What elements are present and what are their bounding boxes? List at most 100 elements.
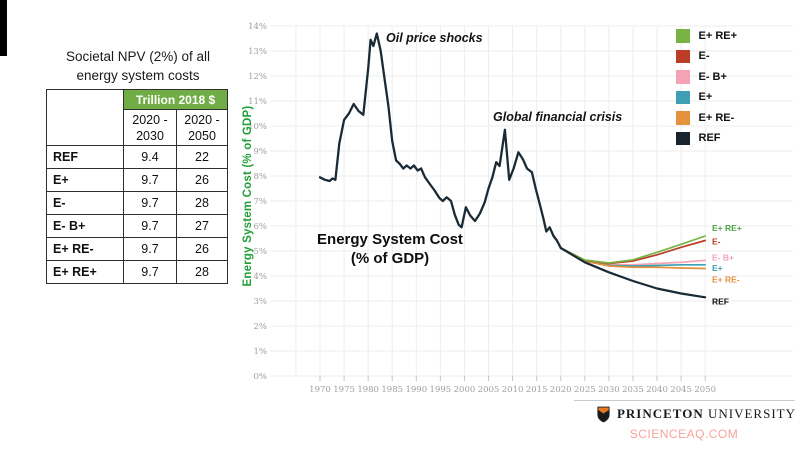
x-tick-label: 2020 — [550, 385, 572, 395]
legend-label: E- B+ — [698, 70, 727, 83]
x-tick-label: 1975 — [333, 385, 355, 395]
y-tick-label: 2% — [254, 322, 268, 332]
table-row: REF 9.4 22 — [46, 145, 228, 169]
y-tick-label: 1% — [254, 347, 268, 357]
y-tick-label: 13% — [248, 47, 267, 57]
series-end-label: E+ — [712, 263, 723, 273]
corner-artifact-bar — [0, 0, 7, 56]
period-2030-l2: 2030 — [136, 128, 164, 143]
series-end-label: E- B+ — [712, 252, 734, 262]
y-tick-label: 3% — [254, 297, 268, 307]
table-row: E+ RE- 9.7 26 — [46, 237, 228, 261]
x-tick-label: 1990 — [405, 385, 427, 395]
npv-2050-value: 26 — [176, 237, 228, 261]
footer-divider — [574, 400, 795, 401]
series-end-label: E- — [712, 237, 721, 247]
npv-2050-value: 22 — [176, 145, 228, 169]
legend-label: E- — [698, 50, 710, 63]
historical-line — [318, 32, 562, 250]
plot-area: 1970 1975 1980 1985 1990 1995 2000 2005 2010 2015… — [248, 22, 793, 395]
y-tick-label: 5% — [254, 247, 268, 257]
legend-label: E+ RE+ — [698, 29, 738, 42]
y-tick-label: 14% — [248, 22, 267, 32]
scenario-label: E+ RE- — [46, 237, 124, 261]
watermark-text: SCIENCEAQ.COM — [629, 427, 739, 441]
npv-2030-value: 9.7 — [123, 214, 177, 238]
legend-item: E- — [676, 49, 737, 63]
y-tick-label: 0% — [254, 372, 268, 382]
period-2050-l2: 2050 — [188, 128, 216, 143]
npv-2050-value: 28 — [176, 191, 228, 215]
x-tick-label: 2010 — [502, 385, 524, 395]
brand-name-bold: PRINCETON — [616, 406, 704, 421]
legend-item: REF — [676, 131, 737, 145]
x-tick-label: 2015 — [526, 385, 548, 395]
npv-2030-value: 9.7 — [123, 168, 177, 192]
table-row: E+ 9.7 26 — [46, 168, 228, 192]
legend-swatch — [676, 70, 690, 84]
x-tick-label: 2045 — [670, 385, 692, 395]
series-end-label: REF — [712, 296, 729, 306]
legend-swatch — [676, 90, 690, 104]
x-tick-label: 2035 — [622, 385, 644, 395]
series-line-e-re- — [559, 235, 707, 264]
legend-label: E+ — [698, 91, 713, 104]
series-end-label: E+ RE+ — [712, 223, 742, 233]
period-2030-cell: 2020 - 2030 — [123, 109, 177, 146]
x-tick-label: 2005 — [478, 385, 500, 395]
princeton-logo: PRINCETON UNIVERSITY — [578, 404, 796, 424]
legend-item: E- B+ — [676, 70, 737, 84]
y-tick-label: 12% — [248, 72, 267, 82]
x-tick-label: 1980 — [357, 385, 379, 395]
npv-2030-value: 9.7 — [123, 260, 177, 284]
princeton-shield-icon — [597, 406, 610, 422]
npv-2030-value: 9.7 — [123, 237, 177, 261]
x-tick-label: 1995 — [430, 385, 452, 395]
x-tick-label: 1970 — [309, 385, 331, 395]
legend-label: REF — [698, 132, 721, 145]
y-tick-label: 4% — [254, 272, 268, 282]
y-tick-label: 10% — [248, 122, 267, 132]
table-title: Societal NPV (2%) of all energy system c… — [38, 47, 238, 85]
period-2050-l1: 2020 - — [184, 112, 220, 127]
period-2050-cell: 2020 - 2050 — [176, 109, 228, 146]
series-end-label: E+ RE- — [712, 275, 740, 285]
table-title-line2: energy system costs — [76, 68, 200, 83]
npv-table: Trillion 2018 $ 2020 - 2030 2020 - 2050 … — [46, 89, 228, 284]
scenario-label: REF — [46, 145, 124, 169]
chart-center-label: Energy System Cost (% of GDP) — [300, 230, 480, 268]
chart-center-label-line1: Energy System Cost — [317, 231, 463, 248]
table-row: E- 9.7 28 — [46, 191, 228, 215]
series-line-ref — [559, 246, 707, 299]
period-2030-l1: 2020 - — [132, 112, 168, 127]
y-tick-label: 11% — [248, 97, 267, 107]
scenario-label: E+ — [46, 168, 124, 192]
npv-2030-value: 9.7 — [123, 191, 177, 215]
x-tick-label: 2025 — [574, 385, 596, 395]
npv-2030-value: 9.4 — [123, 145, 177, 169]
legend-item: E+ — [676, 90, 737, 104]
scenario-label: E- — [46, 191, 124, 215]
npv-2050-value: 26 — [176, 168, 228, 192]
legend-swatch — [676, 49, 690, 63]
period-header-row: 2020 - 2030 2020 - 2050 — [47, 109, 228, 146]
empty-corner-cell — [46, 89, 124, 146]
y-tick-label: 6% — [254, 222, 268, 232]
legend-swatch — [676, 131, 690, 145]
legend-swatch — [676, 111, 690, 125]
table-title-line1: Societal NPV (2%) of all — [65, 49, 211, 64]
y-axis-title: Energy System Cost (% of GDP) — [242, 105, 254, 287]
table-row: E+ RE+ 9.7 28 — [46, 260, 228, 284]
legend-item: E+ RE+ — [676, 29, 737, 43]
table-row: E- B+ 9.7 27 — [46, 214, 228, 238]
brand-name-regular: UNIVERSITY — [708, 406, 796, 421]
npv-2050-value: 27 — [176, 214, 228, 238]
annotation-global-financial-crisis: Global financial crisis — [493, 110, 623, 124]
unit-header-cell: Trillion 2018 $ — [123, 89, 228, 110]
legend-item: E+ RE- — [676, 111, 737, 125]
annotation-oil-price-shocks: Oil price shocks — [386, 31, 483, 45]
chart-legend: E+ RE+ E- E- B+ E+ E+ RE- REF — [676, 29, 737, 145]
npv-2050-value: 28 — [176, 260, 228, 284]
chart-center-label-line2: (% of GDP) — [350, 250, 430, 267]
x-tick-label: 2030 — [598, 385, 620, 395]
